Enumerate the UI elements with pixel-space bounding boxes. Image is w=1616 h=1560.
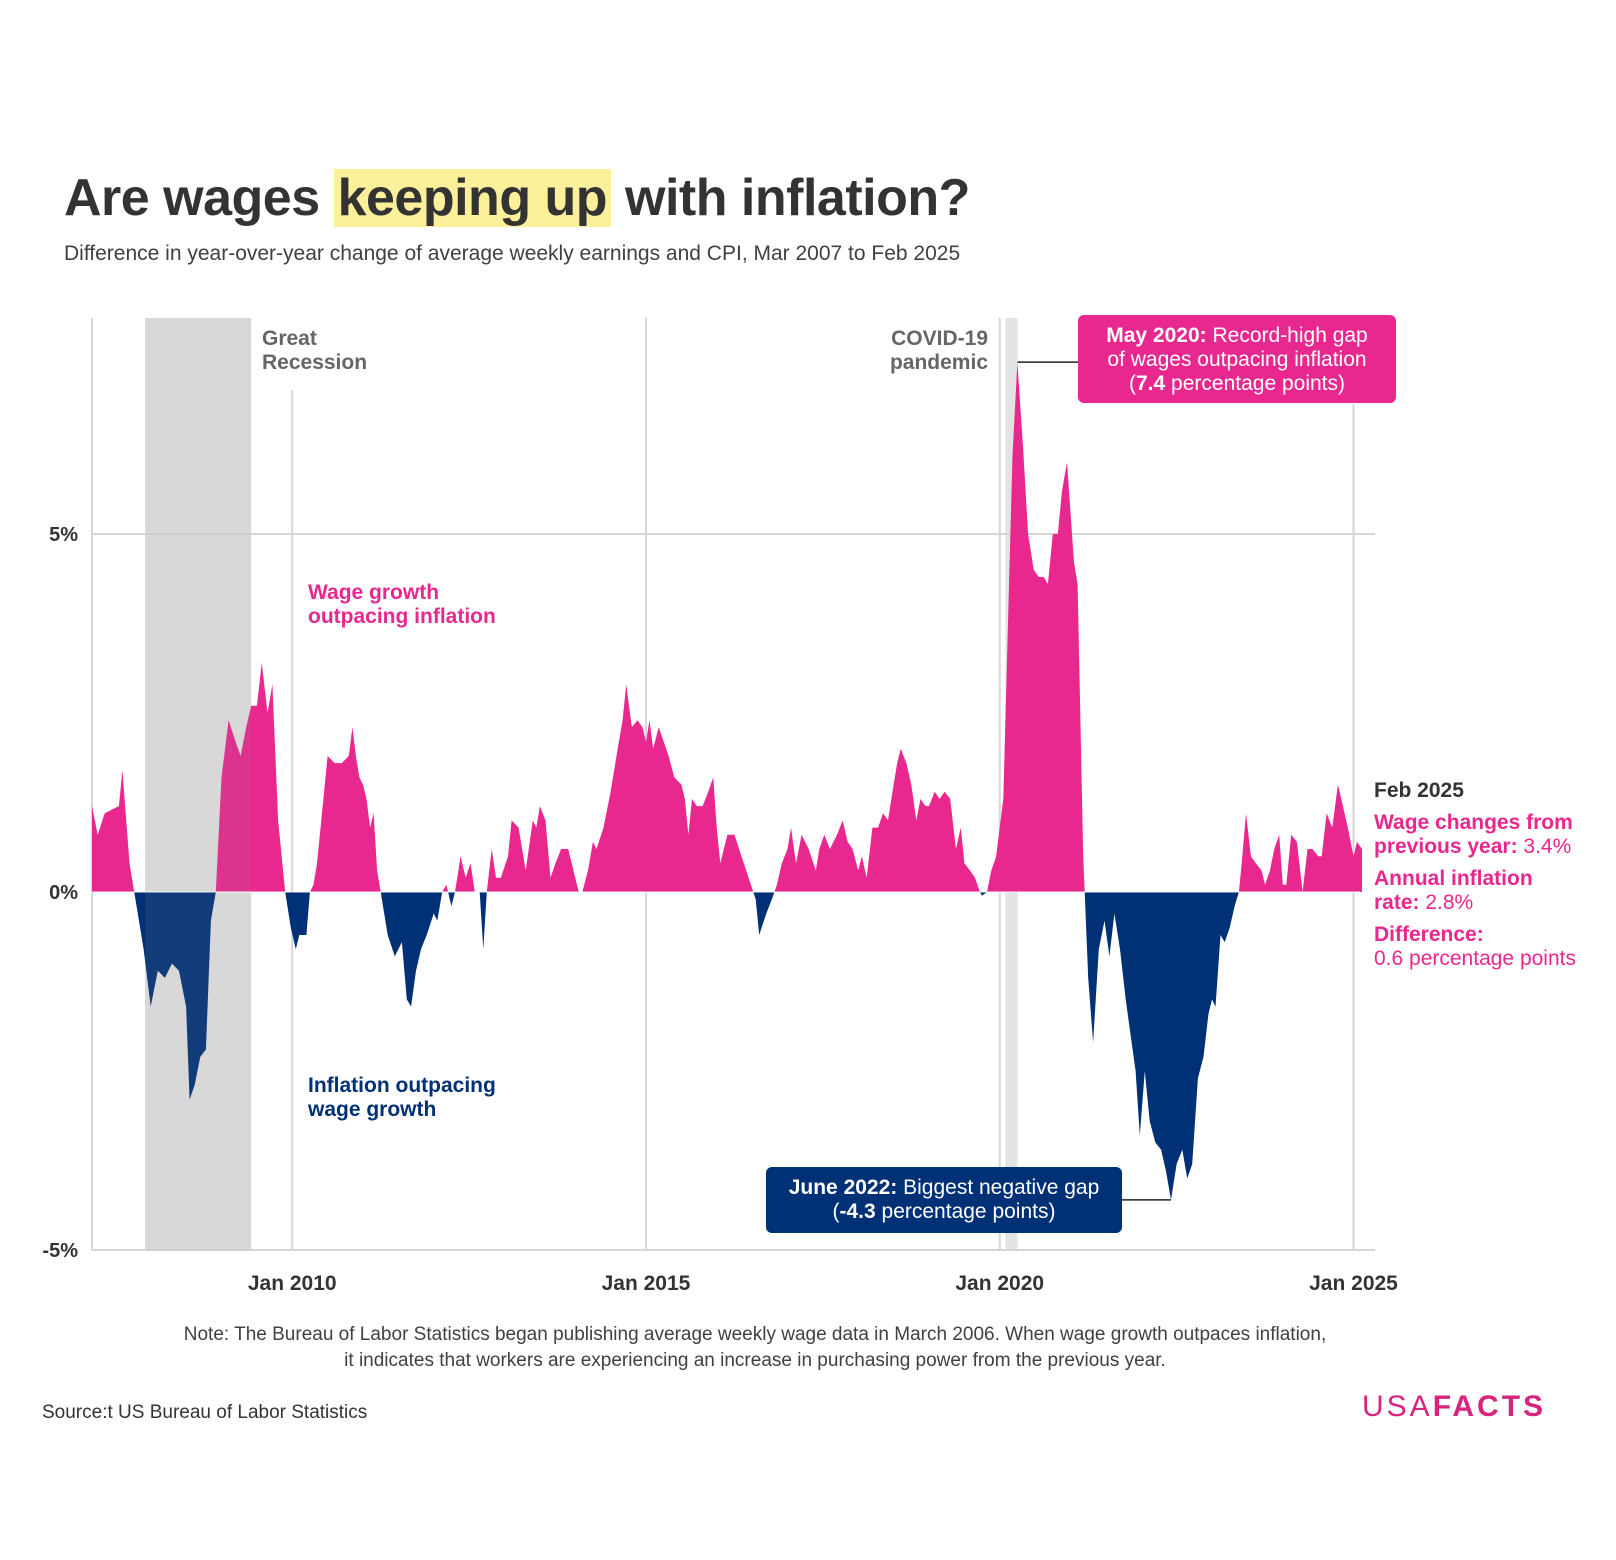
min-box-line-2: (-4.3 percentage points) [833,1200,1056,1223]
negative-area [92,892,1362,1200]
title-part-1: Are wages [64,169,334,227]
negative-region-label-1: Inflation outpacing [308,1074,496,1097]
y-tick-label-0: 5% [49,524,78,546]
y-tick-label-2: -5% [42,1240,78,1262]
latest-infl-line-2: rate: 2.8% [1374,891,1473,914]
positive-area [92,362,1362,892]
covid-label-1: COVID-19 [891,327,988,350]
logo-facts: FACTS [1432,1390,1547,1423]
source-text: Source:t US Bureau of Labor Statistics [42,1402,368,1423]
max-box-line-3: (7.4 percentage points) [1129,372,1345,395]
x-tick-label-2: Jan 2020 [955,1272,1044,1295]
recession-label-1: Great [262,327,317,350]
chart-svg: 5% 0% -5% Jan 2010 Jan 2015 Jan 2020 Jan 2025 G… [42,315,1576,1295]
chart-subtitle: Difference in year-over-year change of a… [64,242,961,265]
negative-region-label-2: wage growth [307,1098,436,1121]
covid-label-2: pandemic [890,351,988,374]
x-tick-label-0: Jan 2010 [248,1272,337,1295]
latest-infl-line-1: Annual inflation [1374,867,1533,890]
chart-note: Note: The Bureau of Labor Statistics beg… [183,1324,1327,1371]
title-part-2: with inflation? [611,169,970,227]
min-box-bg [766,1167,1122,1233]
x-tick-label-1: Jan 2015 [602,1272,691,1295]
min-box-line-1: June 2022: Biggest negative gap [789,1176,1100,1199]
recession-overlay [145,318,252,1250]
chart-title: Are wages keeping up with inflation? [64,168,970,228]
usafacts-logo: USAFACTS [1362,1390,1546,1424]
positive-region-label-1: Wage growth [308,581,439,604]
recession-label-2: Recession [262,351,367,374]
max-box-line-2: of wages outpacing inflation [1107,348,1366,371]
latest-heading: Feb 2025 [1374,779,1464,802]
latest-wage-line-1: Wage changes from [1374,811,1573,834]
latest-diff-line-2: 0.6 percentage points [1374,947,1576,970]
max-box-line-1: May 2020: Record-high gap [1106,324,1368,347]
title-highlight: keeping up [333,169,612,227]
positive-region-label-2: outpacing inflation [308,605,496,628]
latest-diff-line-1: Difference: [1374,923,1484,946]
x-tick-label-3: Jan 2025 [1309,1272,1398,1295]
min-annotation-box: June 2022: Biggest negative gap(-4.3 per… [766,1167,1122,1233]
y-tick-label-1: 0% [49,882,78,904]
logo-usa: USA [1362,1390,1433,1423]
latest-wage-line-2: previous year: 3.4% [1374,835,1571,858]
max-box-bg [1078,315,1396,403]
